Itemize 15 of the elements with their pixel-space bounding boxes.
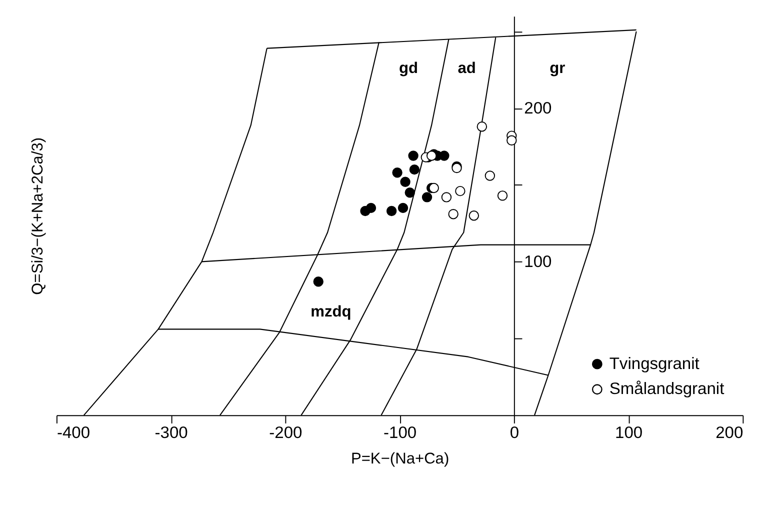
- x-axis-title: P=K−(Na+Ca): [350, 450, 450, 468]
- annotation: mzdq: [310, 303, 352, 320]
- x-tick-label: -400: [56, 423, 90, 442]
- x-tick-label: 100: [615, 423, 643, 442]
- x-tick-label: 200: [716, 423, 744, 442]
- annotation: gd: [398, 60, 418, 77]
- legend-label: Smålandsgranit: [609, 379, 725, 398]
- x-tick-label: -100: [384, 423, 417, 442]
- legend-label: Tvingsgranit: [609, 354, 700, 373]
- annotation: ad: [458, 60, 476, 77]
- annotation: gr: [550, 60, 566, 77]
- x-tick-label: 0: [510, 423, 520, 442]
- x-tick-label: -300: [154, 423, 188, 442]
- y-axis-title: Q=Si/3−(K+Na+2Ca/3): [29, 137, 46, 295]
- x-tick-label: -200: [269, 423, 302, 442]
